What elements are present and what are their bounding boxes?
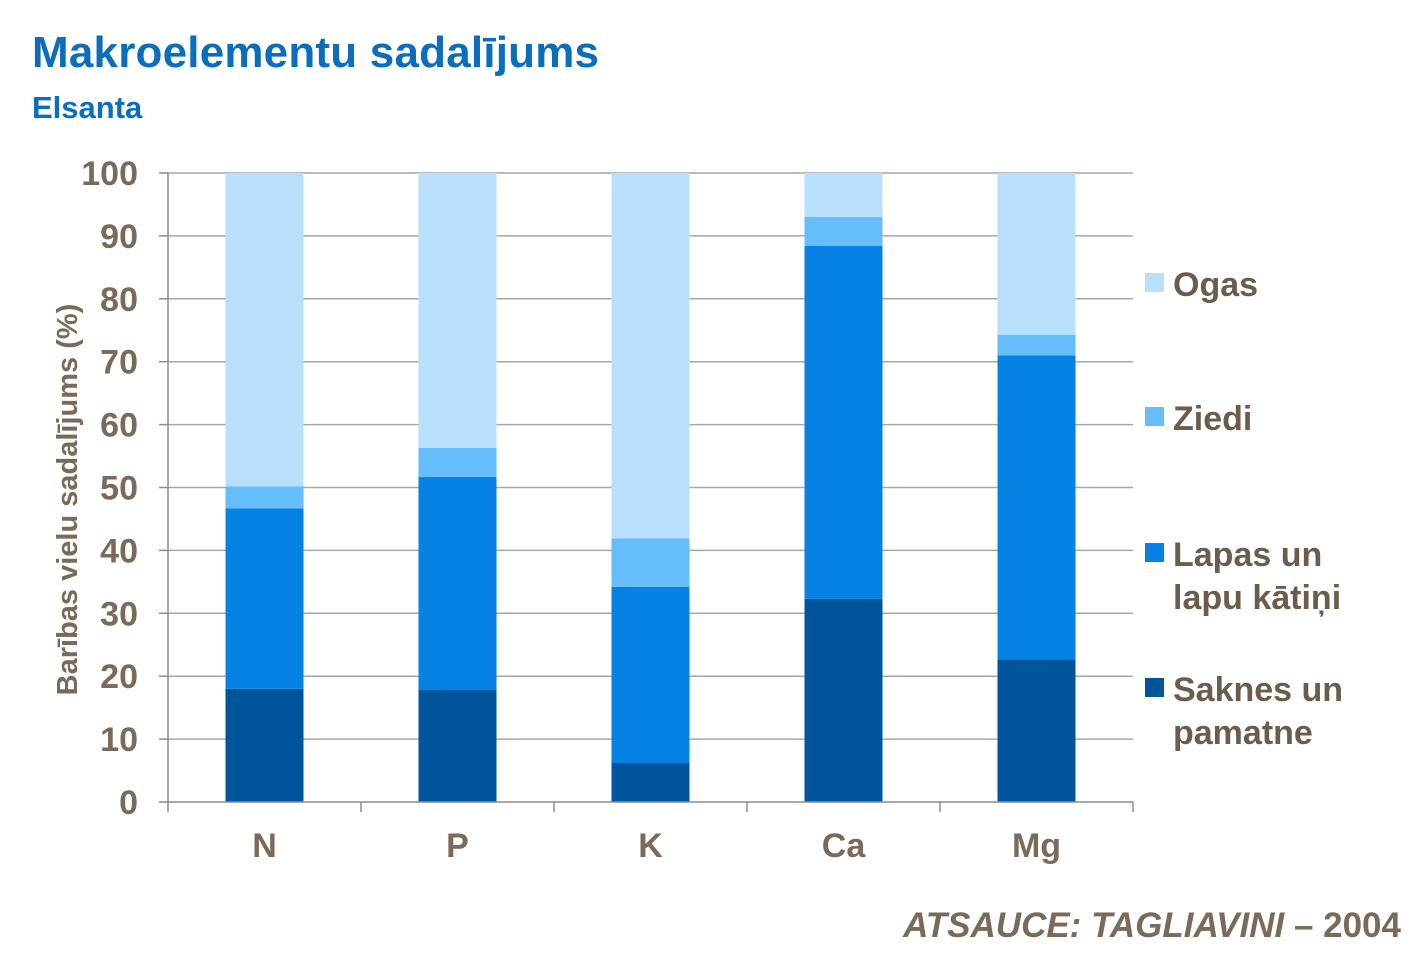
chart-title: Makroelementu sadalījums bbox=[32, 28, 600, 77]
source-year: – 2004 bbox=[1293, 906, 1401, 945]
bar-segment bbox=[611, 763, 690, 802]
bar-segment bbox=[611, 173, 690, 539]
legend-swatch bbox=[1145, 407, 1164, 426]
y-tick-label: 80 bbox=[100, 281, 138, 319]
y-axis-title: Barības vielu sadalījums (%) bbox=[52, 304, 84, 696]
y-tick-label: 20 bbox=[100, 658, 138, 696]
bar-segment bbox=[225, 688, 304, 802]
bar-segment bbox=[611, 538, 690, 587]
source-label: ATSAUCE: TAGLIAVINI bbox=[903, 906, 1285, 945]
legend-label: Lapas un bbox=[1173, 536, 1322, 574]
bar-segment bbox=[804, 217, 883, 246]
legend-label: Ogas bbox=[1173, 266, 1258, 304]
legend: Ogas Ziedi Lapas un lapu kātiņi Saknes un pam… bbox=[1145, 266, 1343, 752]
x-tick-label: K bbox=[638, 827, 663, 865]
bar-segment bbox=[225, 173, 304, 487]
x-tick-label: P bbox=[446, 827, 469, 865]
source-citation: ATSAUCE: TAGLIAVINI – 2004 bbox=[903, 906, 1401, 946]
bar-segment bbox=[418, 173, 497, 448]
x-tick-label: Ca bbox=[822, 827, 867, 865]
bar-segment bbox=[418, 447, 497, 477]
legend-swatch bbox=[1145, 543, 1164, 562]
bar-segment bbox=[997, 334, 1076, 356]
bar-stacks bbox=[225, 173, 1076, 802]
legend-label: Saknes un bbox=[1173, 671, 1343, 709]
bar-segment bbox=[804, 245, 883, 599]
y-tick-label: 30 bbox=[100, 595, 138, 633]
legend-label: Ziedi bbox=[1173, 400, 1252, 438]
x-tick-label: N bbox=[252, 827, 277, 865]
axes: 0 10 20 30 40 50 60 70 80 90 100 N P K Ca Mg Barības vie… bbox=[52, 155, 1134, 865]
y-tick-label: 60 bbox=[100, 407, 138, 445]
legend-swatch bbox=[1145, 273, 1164, 292]
legend-label: lapu kātiņi bbox=[1173, 579, 1341, 617]
bar-segment bbox=[225, 508, 304, 689]
bar-segment bbox=[997, 355, 1076, 660]
bar-segment bbox=[997, 659, 1076, 802]
y-tick-label: 100 bbox=[81, 155, 138, 193]
legend-label: pamatne bbox=[1173, 714, 1313, 752]
y-tick-label: 70 bbox=[100, 344, 138, 382]
bar-segment bbox=[611, 586, 690, 764]
bar-segment bbox=[225, 486, 304, 509]
y-tick-label: 50 bbox=[100, 470, 138, 508]
chart-subtitle: Elsanta bbox=[32, 90, 143, 125]
bar-segment bbox=[418, 690, 497, 802]
x-tick-label: Mg bbox=[1012, 827, 1061, 865]
y-tick-label: 90 bbox=[100, 218, 138, 256]
legend-swatch bbox=[1145, 678, 1164, 697]
y-tick-label: 40 bbox=[100, 532, 138, 570]
bar-segment bbox=[418, 476, 497, 691]
y-tick-label: 0 bbox=[119, 784, 138, 822]
y-tick-label: 10 bbox=[100, 721, 138, 759]
bar-segment bbox=[804, 173, 883, 218]
bar-segment bbox=[997, 173, 1076, 335]
bar-segment bbox=[804, 598, 883, 802]
